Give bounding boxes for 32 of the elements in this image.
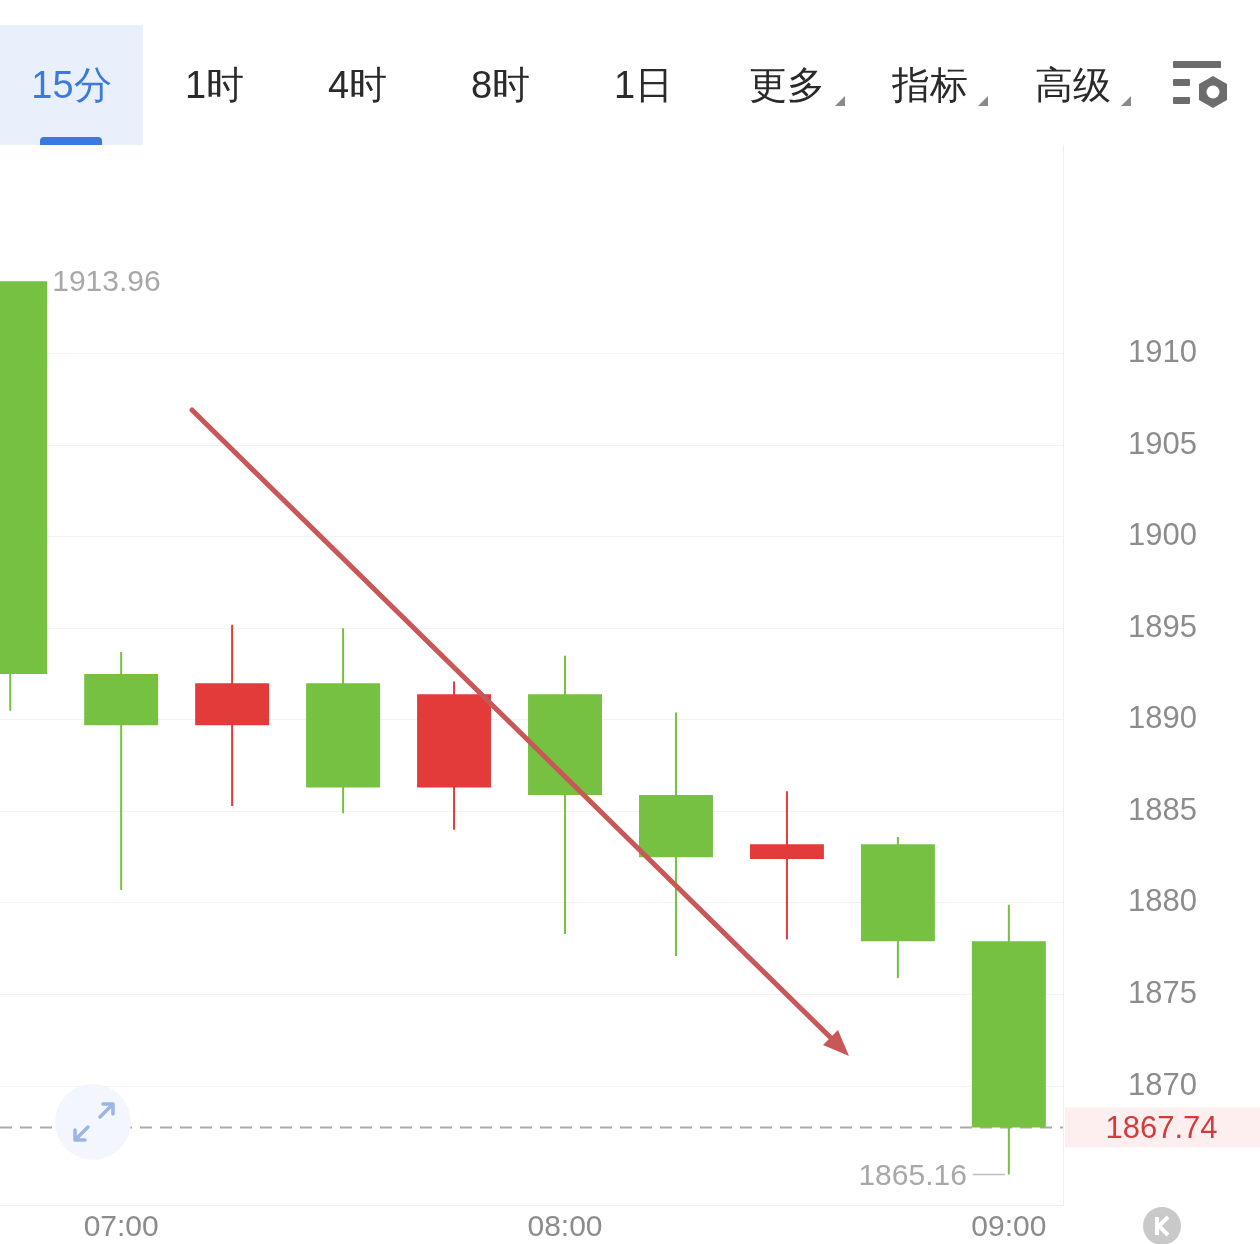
y-tick-label: 1890 (1128, 700, 1197, 736)
text: 指标 (891, 64, 968, 106)
candlestick (528, 655, 602, 935)
x-tick-label: 08:00 (527, 1209, 603, 1243)
text: 4时 (327, 64, 388, 106)
y-tick-label: 1905 (1128, 425, 1197, 461)
x-tick-label: 07:00 (83, 1209, 159, 1243)
candlestick (84, 652, 159, 891)
candlestick (306, 628, 381, 814)
candlestick (195, 624, 270, 806)
candlestick (860, 837, 935, 978)
candlestick (417, 681, 492, 830)
candlestick (639, 712, 713, 957)
text: 8时 (470, 64, 531, 106)
text: 1时 (184, 64, 245, 106)
candlestick (971, 904, 1046, 1175)
y-tick-label: 1875 (1128, 975, 1197, 1011)
y-tick-label: 1895 (1128, 608, 1197, 644)
candlestick (749, 791, 824, 940)
y-tick-label: 1900 (1128, 517, 1197, 553)
y-tick-label: 1910 (1128, 334, 1197, 370)
ref-line-label: 1867.74 (1105, 1109, 1218, 1145)
y-tick-label: 1880 (1128, 883, 1197, 919)
annotation: 1865.16 (858, 1157, 967, 1191)
annotation: 1913.96 (52, 264, 161, 298)
text: 1日 (613, 64, 674, 106)
text: 更多 (748, 64, 825, 106)
x-tick-label: 09:00 (971, 1209, 1047, 1243)
y-tick-label: 1885 (1128, 791, 1197, 827)
y-tick-label: 1870 (1128, 1066, 1197, 1102)
text: 高级 (1034, 64, 1111, 106)
text: 15分 (31, 64, 112, 106)
